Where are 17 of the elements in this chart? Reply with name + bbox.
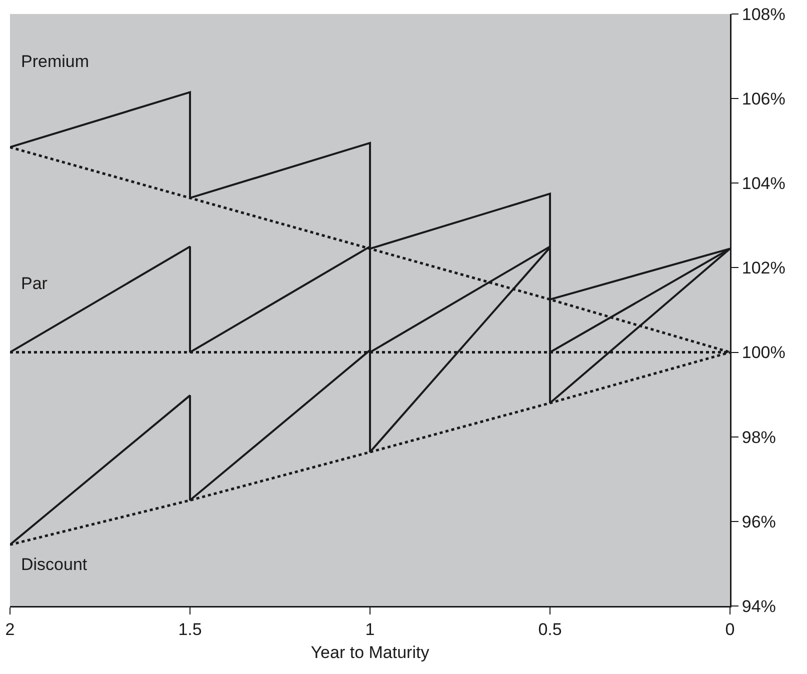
y-tick-label: 104% — [742, 174, 786, 194]
x-tick-label: 1 — [365, 620, 375, 639]
annotation: Discount — [21, 555, 88, 574]
x-tick-label: 2 — [5, 620, 15, 639]
y-tick-label: 96% — [742, 512, 776, 532]
y-tick-label: 106% — [742, 90, 786, 109]
x-tick-label: 0 — [725, 620, 735, 639]
x-tick-label: 1.5 — [178, 620, 202, 639]
x-axis-title: Year to Maturity — [310, 643, 430, 662]
annotation: Par — [21, 274, 48, 293]
y-tick-label: 100% — [742, 343, 786, 362]
y-tick-label: 108% — [742, 4, 786, 24]
y-tick-label: 102% — [742, 258, 786, 278]
annotation: Premium — [21, 52, 90, 71]
y-tick-label: 98% — [742, 428, 776, 447]
x-tick-label: 0.5 — [538, 620, 562, 639]
y-tick-label: 94% — [742, 596, 776, 616]
